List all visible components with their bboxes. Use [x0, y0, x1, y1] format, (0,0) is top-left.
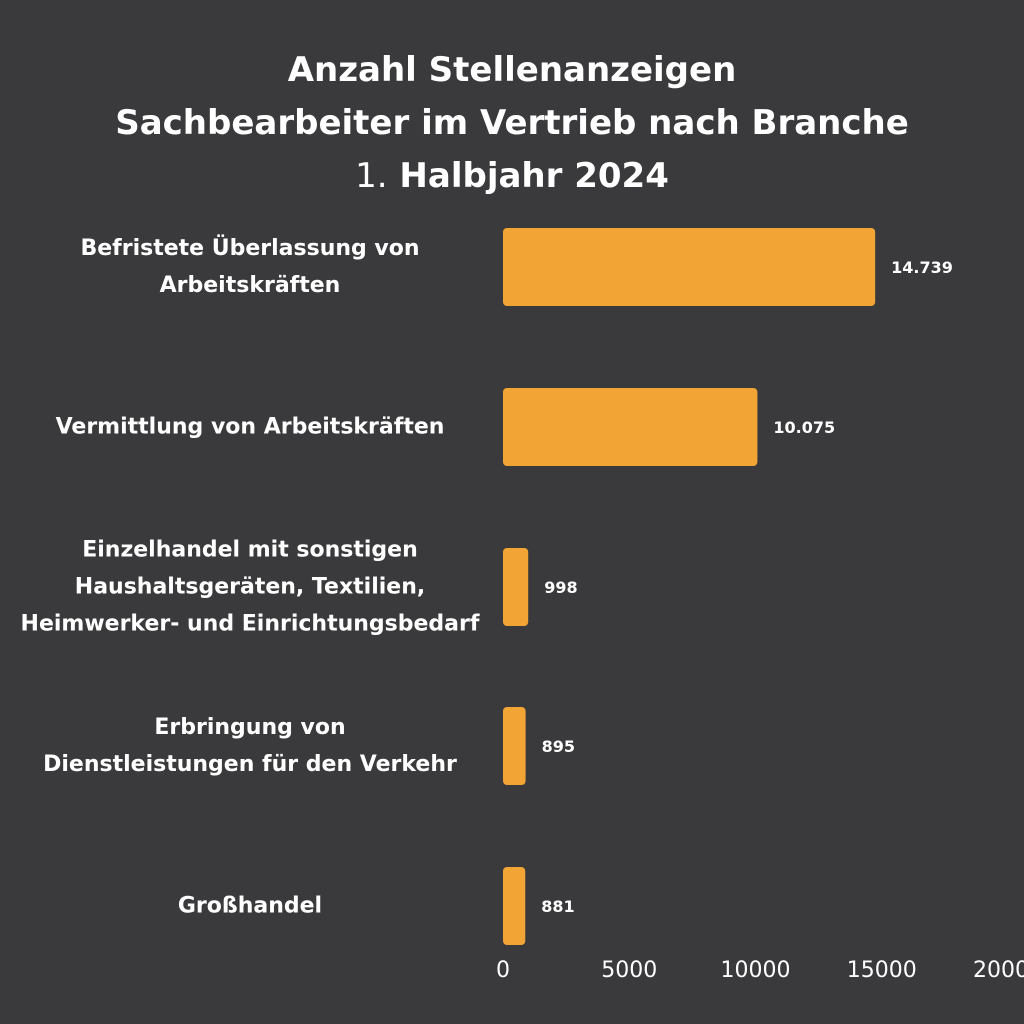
- x-tick-label-0: 0: [496, 958, 510, 983]
- category-label-1-line-1: Befristete Überlassung von: [80, 236, 420, 261]
- chart-title: Anzahl Stellenanzeigen Sachbearbeiter im…: [0, 44, 1024, 203]
- value-label-4: 895: [542, 737, 575, 756]
- category-label-1-line-2: Arbeitskräften: [159, 273, 341, 298]
- category-label-4: Erbringung von Dienstleistungen für den V…: [0, 709, 500, 783]
- category-label-5-line-1: Großhandel: [177, 893, 323, 919]
- category-label-3-line-1: Einzelhandel mit sonstigen: [82, 537, 418, 563]
- chart-title-line-2: Sachbearbeiter im Vertrieb nach Branche: [115, 103, 909, 143]
- x-tick-label-15000: 15000: [847, 958, 917, 983]
- x-tick-label-5000: 5000: [601, 958, 657, 983]
- bar-1: [503, 228, 876, 306]
- value-label-1: 14.739: [891, 258, 953, 277]
- value-label-3: 998: [544, 578, 577, 597]
- category-label-3-line-3: Heimwerker- und Einrichtungsbedarf: [20, 611, 480, 637]
- category-label-5: Großhandel: [0, 888, 500, 925]
- bar-5: [503, 867, 526, 945]
- category-label-3: Einzelhandel mit sonstigen Haushaltsgerät…: [0, 532, 500, 643]
- category-label-3-line-2: Haushaltsgeräten, Textilien,: [74, 574, 426, 600]
- category-label-4-line-1: Erbringung von: [154, 715, 346, 740]
- category-label-2-line-1: Vermittlung von Arbeitskräften: [55, 414, 445, 440]
- chart-title-period: Halbjahr 2024: [399, 156, 669, 196]
- bar-2: [503, 388, 758, 466]
- x-tick-label-10000: 10000: [721, 958, 791, 983]
- chart-title-line-1: Anzahl Stellenanzeigen: [287, 50, 737, 90]
- category-label-4-line-2: Dienstleistungen für den Verkehr: [43, 752, 457, 777]
- chart-title-number: 1.: [355, 156, 388, 196]
- bar-4: [503, 707, 526, 785]
- category-label-2: Vermittlung von Arbeitskräften: [0, 409, 500, 446]
- x-tick-label-20000: 20000: [973, 958, 1024, 983]
- chart-title-line-3: 1. Halbjahr 2024: [0, 150, 1024, 203]
- bar-3: [503, 548, 529, 626]
- category-label-1: Befristete Überlassung von Arbeitskräften: [0, 230, 500, 304]
- value-label-2: 10.075: [773, 418, 835, 437]
- value-label-5: 881: [541, 897, 574, 916]
